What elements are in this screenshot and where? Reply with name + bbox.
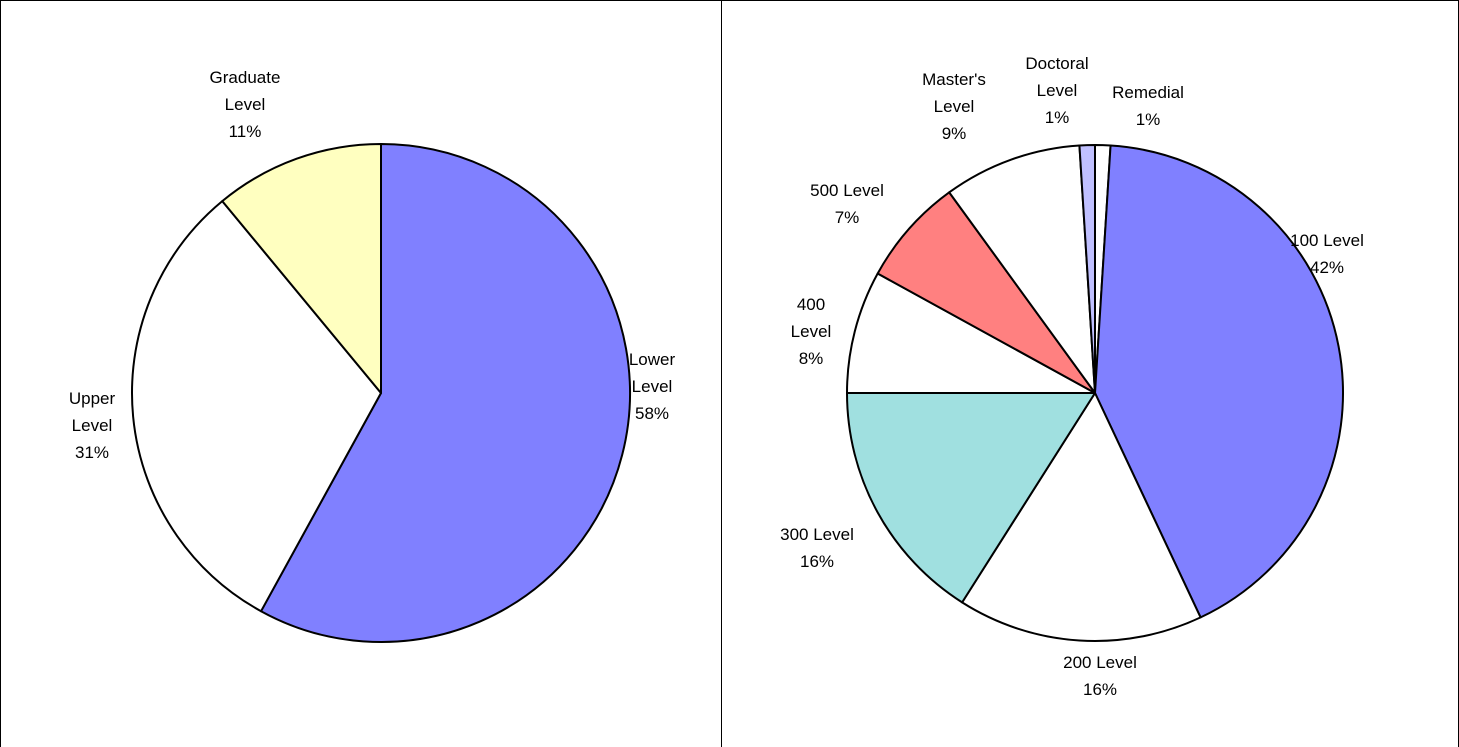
pie-slice <box>876 191 1096 394</box>
pie-slice <box>846 392 1096 604</box>
slice-label: Master's Level 9% <box>917 66 992 147</box>
pie-slice <box>131 200 382 613</box>
slice-label-value: 8% <box>798 349 824 368</box>
slice-label-name: 400 Level <box>790 295 832 341</box>
slice-label: 200 Level 16% <box>1050 649 1150 703</box>
slice-label-name: Remedial <box>1112 83 1184 102</box>
slice-label-value: 42% <box>1309 258 1345 277</box>
slice-label: Graduate Level 11% <box>200 64 290 145</box>
slice-label: Upper Level 31% <box>62 385 122 466</box>
pie-slice <box>260 143 631 643</box>
pie-slice <box>1078 144 1096 394</box>
slice-label-value: 7% <box>834 208 860 227</box>
slice-label: 400 Level 8% <box>786 291 836 372</box>
slice-label-name: Doctoral Level <box>1025 54 1089 100</box>
slice-label-value: 58% <box>634 404 670 423</box>
slice-label-value: 1% <box>1044 108 1070 127</box>
pie-slice <box>948 144 1096 394</box>
slice-label-name: 500 Level <box>810 181 884 200</box>
slice-label-name: Graduate Level <box>209 68 281 114</box>
slice-label-value: 1% <box>1135 110 1161 129</box>
slice-label: 300 Level 16% <box>767 521 867 575</box>
slice-label: Remedial 1% <box>1103 79 1193 133</box>
pie-slice <box>846 272 1096 394</box>
slice-label-value: 9% <box>941 124 967 143</box>
slice-label-name: 100 Level <box>1290 231 1364 250</box>
slice-label: 500 Level 7% <box>797 177 897 231</box>
slice-label-value: 11% <box>228 122 262 141</box>
slice-label-name: Upper Level <box>68 389 116 435</box>
slice-label-value: 31% <box>74 443 110 462</box>
slice-label: Lower Level 58% <box>622 346 682 427</box>
slice-label-value: 16% <box>799 552 835 571</box>
slice-label-name: Lower Level <box>628 350 676 396</box>
slice-label: Doctoral Level 1% <box>1020 50 1095 131</box>
slice-label-name: Master's Level <box>922 70 986 116</box>
slice-label-value: 16% <box>1082 680 1118 699</box>
pie-slice <box>1094 144 1344 619</box>
pie-slice <box>961 392 1202 642</box>
pie-slice <box>221 143 382 394</box>
slice-label-name: 300 Level <box>780 525 854 544</box>
slice-label: 100 Level 42% <box>1277 227 1377 281</box>
slice-label-name: 200 Level <box>1063 653 1137 672</box>
